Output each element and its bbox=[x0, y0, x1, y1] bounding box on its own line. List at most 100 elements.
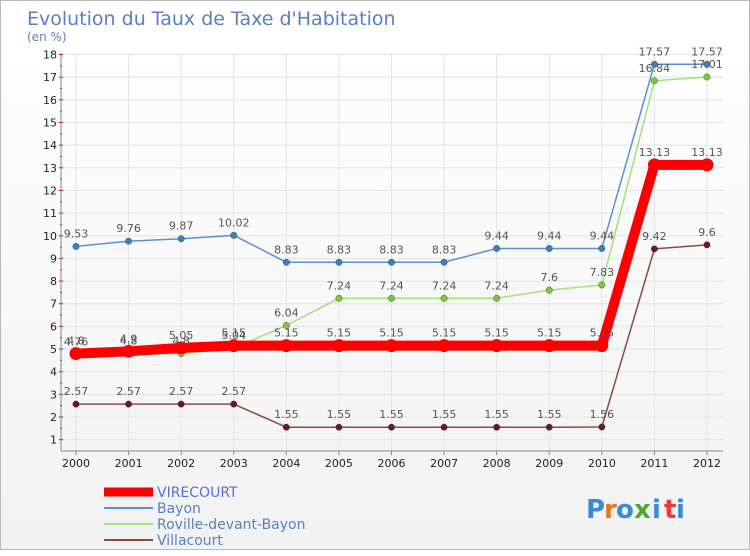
data-point bbox=[545, 423, 553, 431]
y-tick-label: 11 bbox=[43, 207, 57, 220]
series-virecourt bbox=[69, 158, 714, 361]
series-layer bbox=[69, 60, 714, 431]
x-tick-label: 2006 bbox=[378, 457, 406, 470]
x-tick-label: 2012 bbox=[693, 457, 721, 470]
data-label: 5.05 bbox=[169, 329, 194, 342]
data-label: 5.15 bbox=[590, 327, 615, 340]
data-point bbox=[542, 339, 556, 353]
data-point bbox=[388, 258, 395, 266]
data-point bbox=[545, 286, 553, 294]
data-label: 7.24 bbox=[432, 279, 457, 292]
data-label: 2.57 bbox=[222, 385, 247, 398]
y-tick-label: 2 bbox=[50, 411, 57, 424]
x-tick-label: 2010 bbox=[588, 457, 616, 470]
brand-letter: i bbox=[652, 495, 661, 525]
data-point bbox=[122, 344, 136, 358]
data-label: 9.44 bbox=[590, 229, 615, 242]
data-label: 1.55 bbox=[432, 408, 457, 421]
data-label: 1.55 bbox=[379, 408, 404, 421]
data-point bbox=[598, 281, 606, 289]
data-label: 4.8 bbox=[67, 335, 85, 348]
data-label: 7.24 bbox=[484, 279, 509, 292]
data-point bbox=[279, 339, 293, 353]
data-point bbox=[230, 231, 238, 239]
data-point bbox=[282, 423, 290, 431]
data-label: 1.55 bbox=[274, 408, 299, 421]
data-point bbox=[700, 158, 714, 172]
x-tick-label: 2005 bbox=[325, 457, 353, 470]
data-label: 4.8 bbox=[172, 335, 190, 348]
data-label: 6.04 bbox=[274, 306, 299, 319]
x-tick-label: 2004 bbox=[272, 457, 300, 470]
data-point bbox=[230, 400, 238, 408]
data-label: 4.8 bbox=[120, 335, 138, 348]
data-label: 9.53 bbox=[64, 227, 89, 240]
data-label: 9.87 bbox=[169, 220, 194, 233]
y-tick-label: 1 bbox=[50, 434, 57, 447]
data-point bbox=[595, 339, 609, 353]
y-tick-label: 16 bbox=[43, 94, 57, 107]
y-tick-label: 9 bbox=[50, 252, 57, 265]
y-tick-label: 12 bbox=[43, 184, 57, 197]
data-point bbox=[388, 423, 395, 431]
data-label: 10.02 bbox=[218, 216, 250, 229]
legend: VIRECOURTBayonRoville-devant-BayonVillac… bbox=[104, 485, 305, 549]
data-label: 8.83 bbox=[274, 243, 299, 256]
data-label: 7.24 bbox=[327, 279, 352, 292]
data-labels: 2.57 2.57 2.57 2.57 1.55 1.55 1.55 1.55 1.55 1.55… bbox=[64, 45, 723, 421]
data-label: 5.04 bbox=[222, 329, 247, 342]
data-label: 16.84 bbox=[639, 62, 671, 75]
data-point bbox=[177, 400, 185, 408]
brand-logo: Pr o x i t i bbox=[586, 495, 685, 525]
data-label: 17.01 bbox=[691, 58, 723, 71]
data-label: 13.13 bbox=[639, 146, 671, 159]
y-tick-label: 10 bbox=[43, 230, 57, 243]
data-point bbox=[125, 400, 132, 408]
y-tick-label: 17 bbox=[43, 71, 57, 84]
data-point bbox=[388, 294, 395, 302]
data-label: 4.76 bbox=[64, 335, 89, 348]
data-point bbox=[440, 258, 448, 266]
data-label: 2.57 bbox=[116, 385, 141, 398]
data-point bbox=[440, 423, 448, 431]
y-tick-label: 15 bbox=[43, 116, 57, 129]
data-point bbox=[440, 294, 448, 302]
data-point bbox=[493, 423, 501, 431]
legend-entry: Villacourt bbox=[157, 533, 223, 549]
data-label: 7.6 bbox=[541, 271, 559, 284]
y-tick-label: 7 bbox=[50, 298, 57, 311]
data-label: 4.9 bbox=[120, 332, 138, 345]
data-label: 7.83 bbox=[590, 266, 615, 279]
data-label: 5.15 bbox=[222, 327, 247, 340]
y-tick-label: 13 bbox=[43, 162, 57, 175]
data-point bbox=[598, 423, 606, 431]
data-point bbox=[385, 339, 398, 353]
data-point bbox=[651, 77, 658, 85]
data-label: 2.57 bbox=[169, 385, 194, 398]
data-label: 8.83 bbox=[327, 243, 352, 256]
gridlines bbox=[61, 53, 723, 451]
data-label: 5.15 bbox=[432, 327, 457, 340]
legend-entry: Roville-devant-Bayon bbox=[157, 517, 305, 533]
brand-letter: x bbox=[634, 495, 651, 525]
data-point bbox=[177, 235, 185, 243]
data-label: 17.57 bbox=[639, 45, 671, 58]
x-tick-label: 2001 bbox=[115, 457, 143, 470]
data-point bbox=[174, 341, 188, 355]
data-label: 9.42 bbox=[642, 230, 667, 243]
data-point bbox=[282, 258, 290, 266]
data-label: 9.6 bbox=[698, 226, 716, 239]
data-point bbox=[437, 339, 451, 353]
x-tick-label: 2000 bbox=[62, 457, 90, 470]
y-tick-label: 3 bbox=[50, 388, 57, 401]
data-label: 1.56 bbox=[590, 408, 615, 421]
x-tick-label: 2011 bbox=[640, 457, 668, 470]
data-label: 9.44 bbox=[537, 229, 562, 242]
brand-letter: P bbox=[586, 495, 605, 525]
data-label: 5.15 bbox=[484, 327, 509, 340]
data-label: 5.15 bbox=[274, 327, 299, 340]
data-point bbox=[493, 294, 501, 302]
chart-title: Evolution du Taux de Taxe d'Habitation bbox=[27, 8, 396, 30]
